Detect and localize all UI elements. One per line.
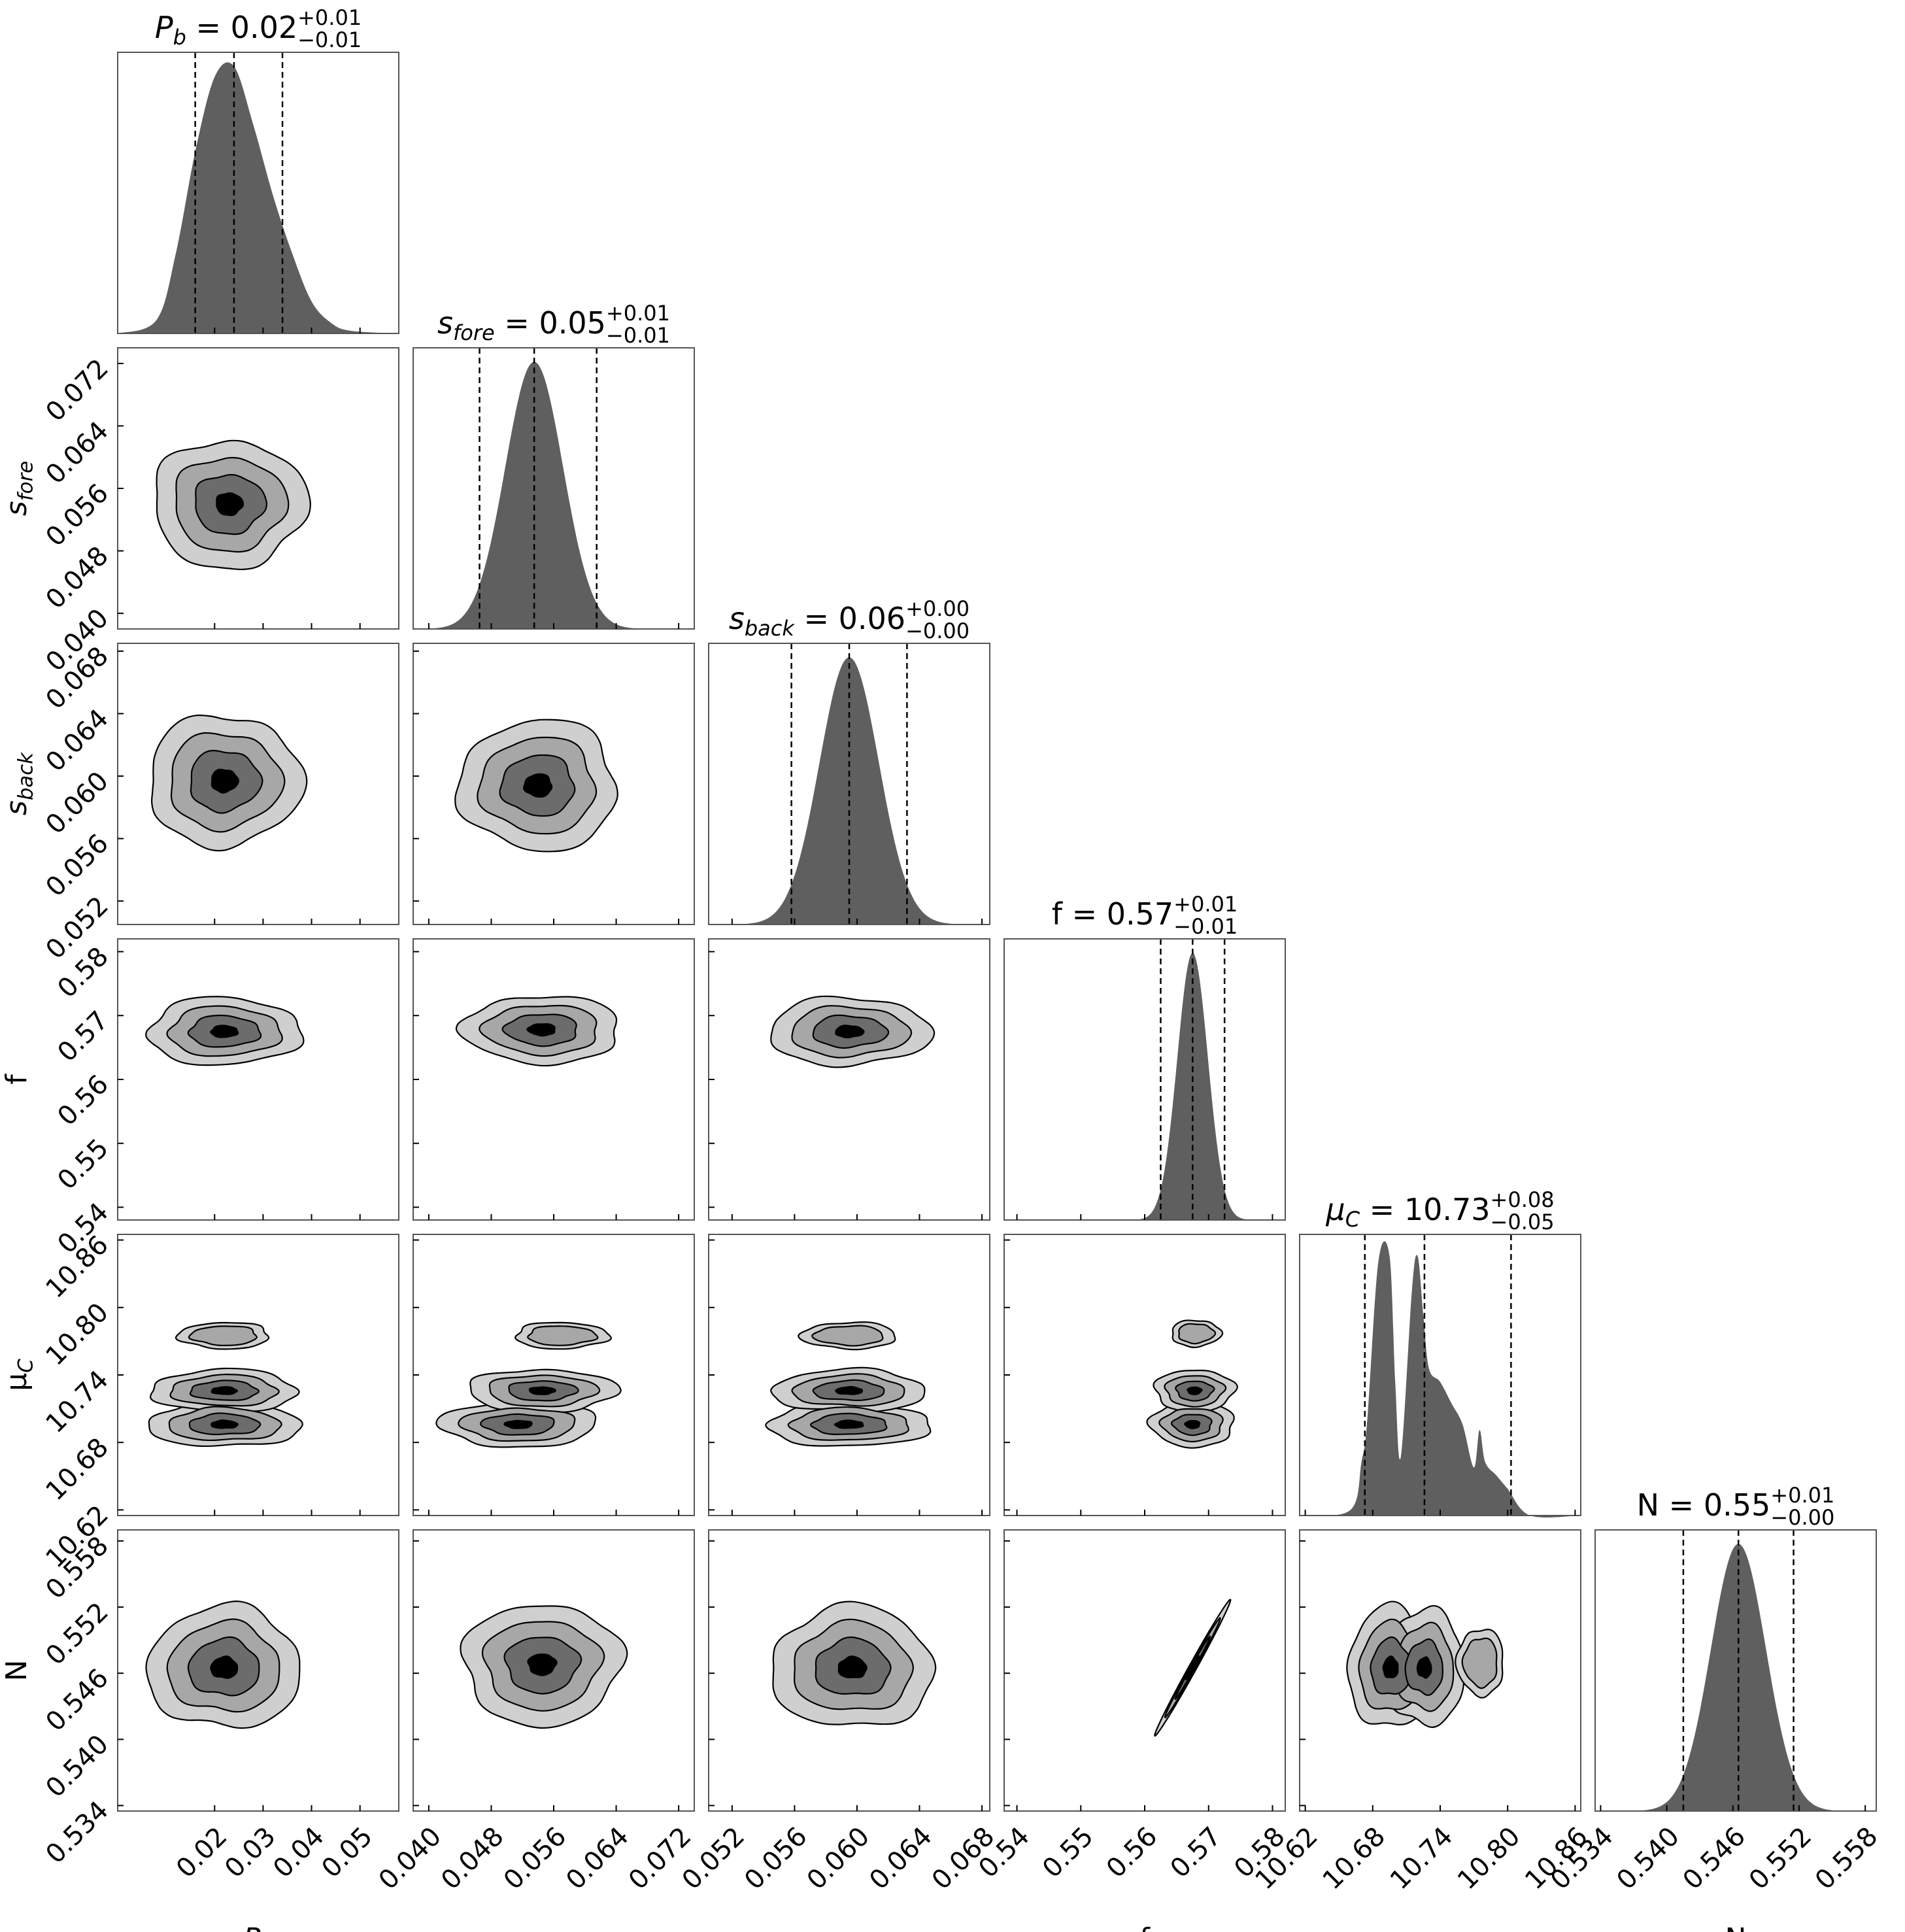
contour-level-4-blob-1 bbox=[503, 1419, 533, 1429]
contour-level-4-blob-1 bbox=[834, 1419, 864, 1429]
panel-title-minus-n: −0.00 bbox=[1770, 1505, 1834, 1530]
contour-level-4-blob-2 bbox=[211, 1386, 239, 1395]
y-axis-label-mu-c: μC bbox=[0, 1359, 38, 1391]
pair-panel-f-vs-s-back bbox=[708, 938, 990, 1221]
panel-title-minus-s-fore: −0.01 bbox=[606, 323, 670, 348]
histogram-n bbox=[1595, 1544, 1876, 1811]
contour-level-2-blob-3 bbox=[811, 1325, 884, 1347]
contour-level-2-blob-3 bbox=[188, 1325, 258, 1347]
contour-level-4-blob-1 bbox=[523, 773, 553, 798]
contour-level-4-blob-1 bbox=[835, 1025, 865, 1039]
panel-title-s-fore: sfore = 0.05+0.01 bbox=[437, 301, 670, 345]
pair-panel-n-vs-s-back bbox=[708, 1529, 990, 1812]
y-axis-label-s-back: sback bbox=[0, 752, 38, 815]
contour-level-4-blob-1 bbox=[1184, 1420, 1201, 1430]
pair-panel-mu-c-vs-s-back bbox=[708, 1234, 990, 1516]
panel-title-minus-p-b: −0.01 bbox=[297, 27, 362, 52]
pair-panel-f-vs-p-b bbox=[117, 938, 399, 1221]
panel-title-mu-c: μC = 10.73+0.08 bbox=[1325, 1187, 1554, 1232]
contour-level-4-blob-2 bbox=[1416, 1656, 1432, 1679]
pair-panel-s-fore-vs-p-b bbox=[117, 347, 399, 630]
contour-level-4-blob-1 bbox=[1185, 1655, 1200, 1680]
x-axis-label-n: N bbox=[1725, 1922, 1747, 1932]
x-axis-label-mu-c: μC bbox=[1424, 1922, 1457, 1932]
hist-panel-s-fore bbox=[413, 347, 695, 630]
panel-frame bbox=[708, 643, 990, 925]
panel-frame bbox=[708, 1529, 990, 1812]
histogram-f bbox=[1004, 953, 1285, 1220]
x-axis-label-f: f bbox=[1139, 1922, 1151, 1932]
hist-panel-p-b bbox=[117, 52, 399, 334]
panel-title-f: f = 0.57+0.01 bbox=[1052, 892, 1238, 932]
contour-level-4-blob-1 bbox=[211, 768, 240, 794]
hist-panel-n bbox=[1594, 1529, 1877, 1812]
x-axis-label-s-fore: sfore bbox=[526, 1922, 581, 1932]
contour-level-4-blob-2 bbox=[835, 1385, 864, 1395]
hist-panel-f bbox=[1003, 938, 1286, 1221]
y-axis-label-n: N bbox=[0, 1660, 33, 1682]
x-axis-label-p-b: Pb bbox=[243, 1922, 273, 1932]
pair-panel-mu-c-vs-s-fore bbox=[413, 1234, 695, 1516]
contour-level-4-blob-1 bbox=[211, 1419, 239, 1429]
contour-level-4-blob-2 bbox=[1187, 1386, 1203, 1396]
pair-panel-mu-c-vs-p-b bbox=[117, 1234, 399, 1516]
contour-level-4-blob-1 bbox=[210, 1655, 239, 1679]
panel-title-s-back: sback = 0.06+0.00 bbox=[729, 596, 969, 641]
panels-layer bbox=[117, 52, 1877, 1812]
pair-panel-n-vs-s-fore bbox=[413, 1529, 695, 1812]
contour-level-4-blob-1 bbox=[526, 1023, 556, 1037]
contour-level-4-blob-1 bbox=[1382, 1655, 1399, 1678]
panel-frame bbox=[117, 643, 399, 925]
contour-level-4-blob-1 bbox=[210, 1025, 239, 1038]
panel-title-n: N = 0.55+0.01 bbox=[1637, 1483, 1835, 1523]
contour-level-2-blob-3 bbox=[527, 1325, 599, 1346]
panel-title-minus-mu-c: −0.05 bbox=[1491, 1210, 1555, 1234]
pair-panel-n-vs-p-b bbox=[117, 1529, 399, 1812]
histogram-p-b bbox=[118, 62, 399, 333]
contour-level-4-blob-1 bbox=[216, 492, 244, 517]
y-axis-label-f: f bbox=[0, 1074, 33, 1085]
panel-frame bbox=[117, 1529, 399, 1812]
pair-panel-n-vs-f bbox=[1003, 1529, 1286, 1812]
contour-level-4-blob-1 bbox=[837, 1655, 868, 1678]
pair-panel-mu-c-vs-f bbox=[1003, 1234, 1286, 1516]
panel-frame bbox=[117, 52, 399, 334]
panel-title-minus-s-back: −0.00 bbox=[905, 619, 969, 643]
contour-level-4-blob-2 bbox=[528, 1386, 557, 1395]
panel-title-minus-f: −0.01 bbox=[1173, 914, 1238, 939]
panel-frame bbox=[1594, 1529, 1877, 1812]
pair-panel-s-back-vs-p-b bbox=[117, 643, 399, 925]
histogram-mu-c bbox=[1300, 1241, 1581, 1518]
histogram-s-fore bbox=[413, 362, 694, 629]
hist-panel-s-back bbox=[708, 643, 990, 925]
panel-title-p-b: Pb = 0.02+0.01 bbox=[155, 5, 362, 50]
pair-panel-s-back-vs-s-fore bbox=[413, 643, 695, 925]
contour-level-4-blob-1 bbox=[527, 1653, 558, 1676]
contour-level-2-blob-3 bbox=[1178, 1323, 1217, 1345]
x-axis-label-s-back: sback bbox=[818, 1922, 881, 1932]
pair-panel-f-vs-s-fore bbox=[413, 938, 695, 1221]
contour-level-2-blob-3 bbox=[1461, 1637, 1498, 1689]
y-axis-label-s-fore: sfore bbox=[0, 461, 38, 516]
pair-panel-n-vs-mu-c bbox=[1299, 1529, 1581, 1812]
hist-panel-mu-c bbox=[1299, 1234, 1581, 1518]
